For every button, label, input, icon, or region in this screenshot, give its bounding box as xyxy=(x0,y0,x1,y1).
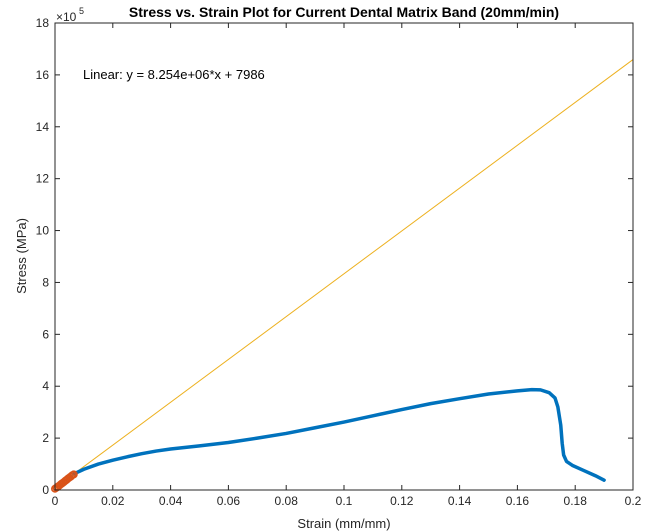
y-tick-label: 14 xyxy=(36,120,50,134)
elastic-region-point xyxy=(69,470,78,479)
y-tick-label: 18 xyxy=(36,16,50,30)
x-tick-label: 0.08 xyxy=(275,494,299,508)
x-tick-label: 0 xyxy=(52,494,59,508)
fit-equation-annotation: Linear: y = 8.254e+06*x + 7986 xyxy=(83,67,265,82)
y-exponent: ×10 5 xyxy=(56,6,84,24)
x-tick-label: 0.1 xyxy=(336,494,353,508)
y-exponent-power: 5 xyxy=(79,6,84,16)
x-tick-label: 0.06 xyxy=(217,494,241,508)
x-tick-label: 0.14 xyxy=(448,494,472,508)
y-axis: 0 2 4 6 8 10 12 14 16 18 xyxy=(36,16,633,497)
y-tick-label: 0 xyxy=(42,483,49,497)
x-tick-label: 0.18 xyxy=(564,494,588,508)
linear-fit-line xyxy=(54,59,634,489)
chart-title: Stress vs. Strain Plot for Current Denta… xyxy=(129,4,559,20)
x-axis-title: Strain (mm/mm) xyxy=(297,516,390,531)
y-tick-label: 12 xyxy=(36,172,50,186)
x-axis: 0 0.02 0.04 0.06 0.08 0.1 0.12 0.14 0.16 0.18 0.2 xyxy=(52,23,642,508)
y-tick-label: 10 xyxy=(36,224,50,238)
y-tick-label: 4 xyxy=(42,379,49,393)
y-tick-label: 6 xyxy=(42,327,49,341)
y-tick-label: 16 xyxy=(36,68,50,82)
x-tick-label: 0.12 xyxy=(390,494,414,508)
x-tick-label: 0.2 xyxy=(625,494,642,508)
y-tick-label: 2 xyxy=(42,431,49,445)
plot-layer xyxy=(50,59,634,493)
x-tick-label: 0.16 xyxy=(506,494,530,508)
y-tick-label: 8 xyxy=(42,275,49,289)
y-axis-title: Stress (MPa) xyxy=(14,218,29,294)
x-tick-label: 0.04 xyxy=(159,494,183,508)
y-exponent-base: ×10 xyxy=(56,10,77,24)
stress-strain-curve xyxy=(72,387,606,482)
x-tick-label: 0.02 xyxy=(101,494,125,508)
